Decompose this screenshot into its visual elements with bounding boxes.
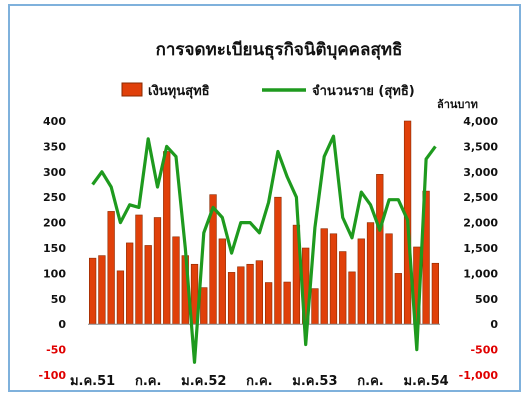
right-tick-label: -500 <box>470 344 498 357</box>
bar <box>153 217 162 325</box>
bar <box>311 288 319 325</box>
x-tick-label: ก.ค. <box>357 374 383 389</box>
bar <box>107 211 115 325</box>
left-tick-label: -100 <box>38 369 66 382</box>
x-tick-label: ก.ค. <box>246 374 272 389</box>
left-tick-label: -50 <box>46 344 66 357</box>
right-tick-label: 0 <box>490 318 498 331</box>
bar <box>264 282 273 325</box>
bar <box>431 262 439 325</box>
left-axis: 400 350 300 250 200 150 100 50 0 -50 -100 <box>38 115 66 382</box>
right-tick-label: 3,000 <box>463 166 498 179</box>
right-tick-label: 500 <box>475 293 498 306</box>
x-axis: ม.ค.51 ก.ค. ม.ค.52 ก.ค. ม.ค.53 ก.ค. ม.ค.54 <box>70 374 449 389</box>
left-tick-label: 50 <box>51 293 67 306</box>
bar <box>348 271 356 325</box>
x-tick-label: ม.ค.54 <box>403 374 448 389</box>
plot-area <box>88 120 440 364</box>
x-tick-label: ม.ค.52 <box>181 374 226 389</box>
left-tick-label: 300 <box>43 166 66 179</box>
chart-title: การจดทะเบียนธุรกิจนิติบุคคลสุทธิ <box>156 39 403 60</box>
chart-frame <box>8 4 521 392</box>
left-tick-label: 350 <box>43 140 66 153</box>
legend-swatch-bars <box>121 82 143 97</box>
right-tick-label: 4,000 <box>463 115 498 128</box>
left-tick-label: 250 <box>43 191 66 204</box>
right-tick-label: 1,500 <box>463 242 498 255</box>
right-tick-label: 3,500 <box>463 140 498 153</box>
bar <box>329 233 338 325</box>
bar <box>274 196 282 325</box>
x-tick-label: ม.ค.51 <box>70 374 115 389</box>
left-tick-label: 0 <box>58 318 66 331</box>
bar <box>163 151 171 325</box>
bar <box>135 214 143 325</box>
bar <box>116 270 125 325</box>
left-tick-label: 200 <box>43 217 66 230</box>
left-tick-label: 100 <box>43 267 66 280</box>
legend-label-bars: เงินทุนสุทธิ <box>148 84 210 99</box>
right-axis: 4,000 3,500 3,000 2,500 2,000 1,500 1,000 500 0 -… <box>459 115 499 382</box>
right-tick-label: -1,000 <box>459 369 499 382</box>
bar <box>246 263 254 325</box>
bar <box>320 228 328 325</box>
bar <box>237 266 245 325</box>
x-tick-label: ม.ค.53 <box>292 374 337 389</box>
right-tick-label: 2,500 <box>463 191 498 204</box>
right-tick-label: 2,000 <box>463 217 498 230</box>
bar <box>283 281 291 325</box>
bar <box>366 222 375 325</box>
bar <box>126 242 134 325</box>
bar <box>357 238 365 325</box>
x-tick-label: ก.ค. <box>135 374 161 389</box>
left-tick-label: 150 <box>43 242 66 255</box>
bar <box>227 272 236 325</box>
left-tick-label: 400 <box>43 115 66 128</box>
bar <box>200 287 208 325</box>
legend-label-line: จำนวนราย (สุทธิ) <box>312 83 415 99</box>
bar <box>385 233 393 325</box>
right-axis-unit: ล้านบาท <box>437 98 478 111</box>
bar <box>218 238 226 325</box>
bar <box>394 273 402 325</box>
series-line <box>91 134 437 364</box>
bar <box>89 257 97 325</box>
bar <box>339 251 347 325</box>
bar <box>172 236 180 325</box>
bar <box>255 260 263 325</box>
legend: เงินทุนสุทธิ จำนวนราย (สุทธิ) <box>121 82 415 99</box>
bar <box>98 255 106 325</box>
bar <box>144 245 152 325</box>
right-tick-label: 1,000 <box>463 267 498 280</box>
bar <box>376 174 384 325</box>
